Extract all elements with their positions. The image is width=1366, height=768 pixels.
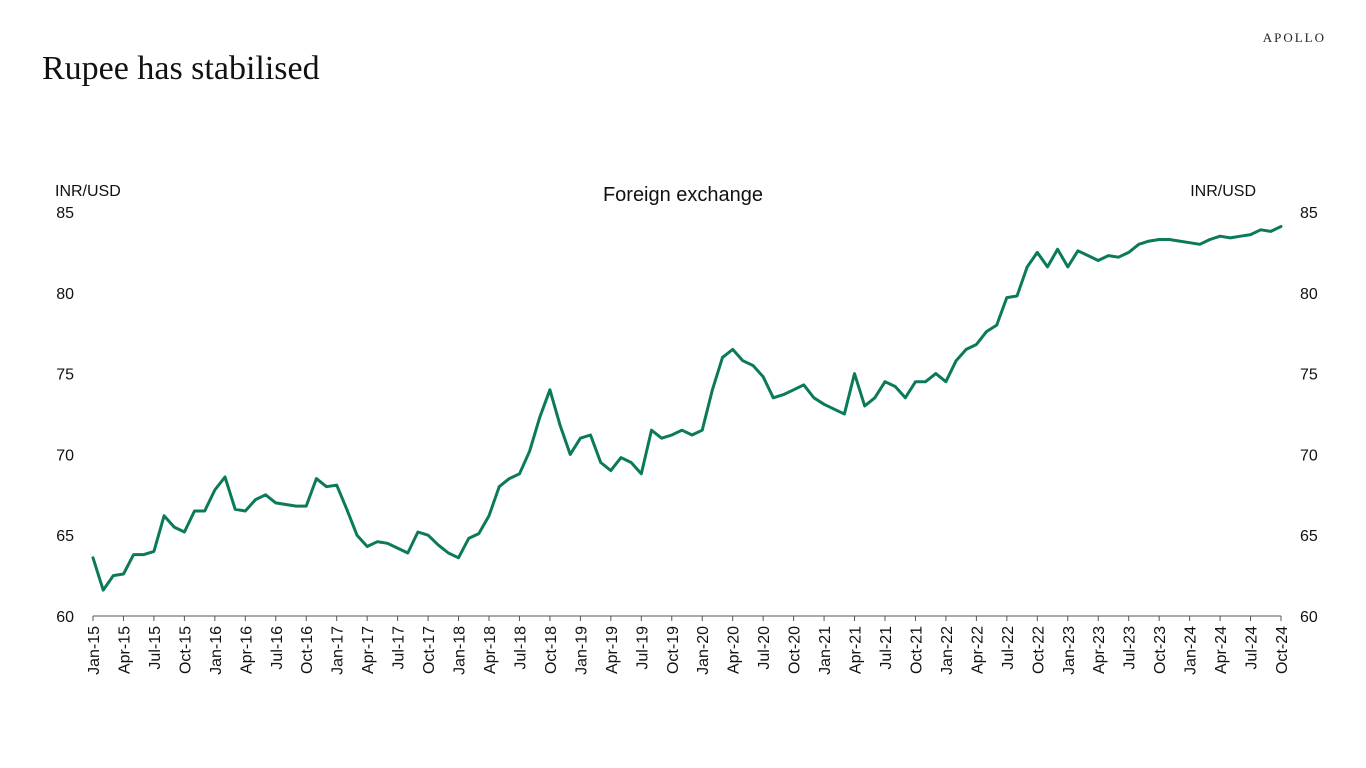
- x-tick-label: Oct-22: [1030, 626, 1047, 674]
- y-tick-label-right: 85: [1300, 205, 1318, 222]
- y-axis-label-right: INR/USD: [1190, 183, 1256, 200]
- x-tick-label: Jul-19: [634, 626, 651, 670]
- x-tick-label: Jul-24: [1244, 626, 1261, 670]
- x-tick-label: Jul-17: [391, 626, 408, 670]
- x-tick-label: Oct-17: [421, 626, 438, 674]
- x-tick-label: Jul-15: [147, 626, 164, 670]
- x-tick-label: Oct-16: [299, 626, 316, 674]
- x-tick-label: Jan-15: [86, 626, 103, 675]
- x-tick-label: Jan-23: [1061, 626, 1078, 675]
- x-tick-label: Apr-19: [604, 626, 621, 674]
- x-tick-label: Jul-20: [756, 626, 773, 670]
- x-tick-label: Apr-16: [238, 626, 255, 674]
- x-tick-label: Apr-23: [1091, 626, 1108, 674]
- x-tick-label: Apr-20: [726, 626, 743, 674]
- y-tick-label-right: 70: [1300, 447, 1318, 464]
- x-tick-label: Jul-18: [512, 626, 529, 670]
- x-tick-label: Apr-18: [482, 626, 499, 674]
- x-tick-label: Jan-20: [695, 626, 712, 675]
- x-tick-label: Jan-17: [330, 626, 347, 675]
- x-tick-label: Apr-21: [848, 626, 865, 674]
- x-tick-label: Jan-19: [573, 626, 590, 675]
- x-tick-label: Oct-15: [177, 626, 194, 674]
- y-tick-label-left: 70: [56, 447, 74, 464]
- y-tick-label-right: 80: [1300, 286, 1318, 303]
- x-tick-label: Oct-18: [543, 626, 560, 674]
- y-tick-label-right: 65: [1300, 528, 1318, 545]
- y-tick-label-left: 60: [56, 609, 74, 626]
- x-tick-label: Jan-18: [452, 626, 469, 675]
- x-tick-label: Oct-19: [665, 626, 682, 674]
- x-tick-label: Jul-16: [269, 626, 286, 670]
- page-title: Rupee has stabilised: [42, 50, 320, 87]
- x-tick-label: Jul-22: [1000, 626, 1017, 670]
- y-tick-label-left: 65: [56, 528, 74, 545]
- x-tick-label: Apr-17: [360, 626, 377, 674]
- x-tick-label: Oct-21: [908, 626, 925, 674]
- x-tick-label: Jan-16: [208, 626, 225, 675]
- x-tick-label: Apr-24: [1213, 626, 1230, 674]
- chart-title: Foreign exchange: [603, 184, 763, 206]
- x-tick-label: Apr-15: [116, 626, 133, 674]
- x-tick-label: Oct-20: [787, 626, 804, 674]
- x-tick-label: Oct-23: [1152, 626, 1169, 674]
- y-tick-label-right: 60: [1300, 609, 1318, 626]
- x-tick-label: Jul-21: [878, 626, 895, 670]
- x-tick-label: Jan-24: [1183, 626, 1200, 675]
- brand-logo: APOLLO: [1262, 30, 1326, 45]
- x-tick-label: Apr-22: [969, 626, 986, 674]
- y-tick-label-right: 75: [1300, 367, 1318, 384]
- y-tick-label-left: 80: [56, 286, 74, 303]
- x-tick-label: Oct-24: [1274, 626, 1291, 674]
- y-tick-label-left: 85: [56, 205, 74, 222]
- y-axis-label-left: INR/USD: [55, 183, 121, 200]
- x-tick-label: Jan-21: [817, 626, 834, 675]
- series-line-inr-usd: [91, 225, 1283, 592]
- x-tick-label: Jan-22: [939, 626, 956, 675]
- y-tick-label-left: 75: [56, 367, 74, 384]
- x-tick-label: Jul-23: [1122, 626, 1139, 670]
